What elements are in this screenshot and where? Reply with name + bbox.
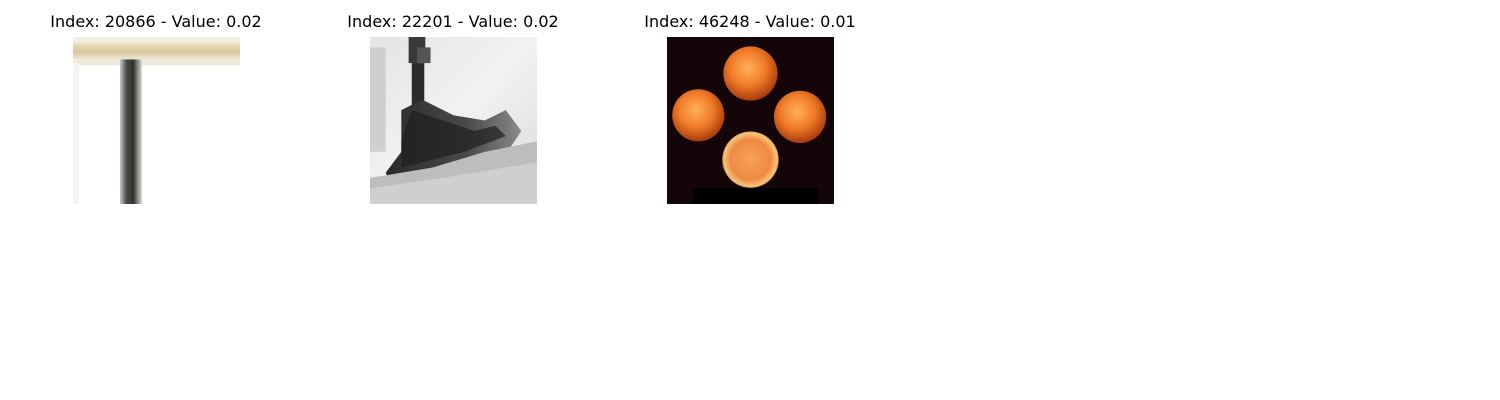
- oranges-photo-image: [667, 37, 834, 204]
- image-panel-3: Index: 46248 - Value: 0.01: [630, 0, 870, 210]
- panel-title: Index: 46248 - Value: 0.01: [644, 12, 856, 31]
- grayscale-ship-photo-image: [370, 37, 537, 204]
- image-panel-2: Index: 22201 - Value: 0.02: [333, 0, 573, 210]
- table-photo-image: [73, 37, 240, 204]
- panel-title: Index: 22201 - Value: 0.02: [347, 12, 559, 31]
- oranges-photo: [667, 37, 834, 204]
- panel-title: Index: 20866 - Value: 0.02: [50, 12, 262, 31]
- image-panel-1: Index: 20866 - Value: 0.02: [36, 0, 276, 210]
- table-photo: [73, 37, 240, 204]
- grayscale-ship-photo: [370, 37, 537, 204]
